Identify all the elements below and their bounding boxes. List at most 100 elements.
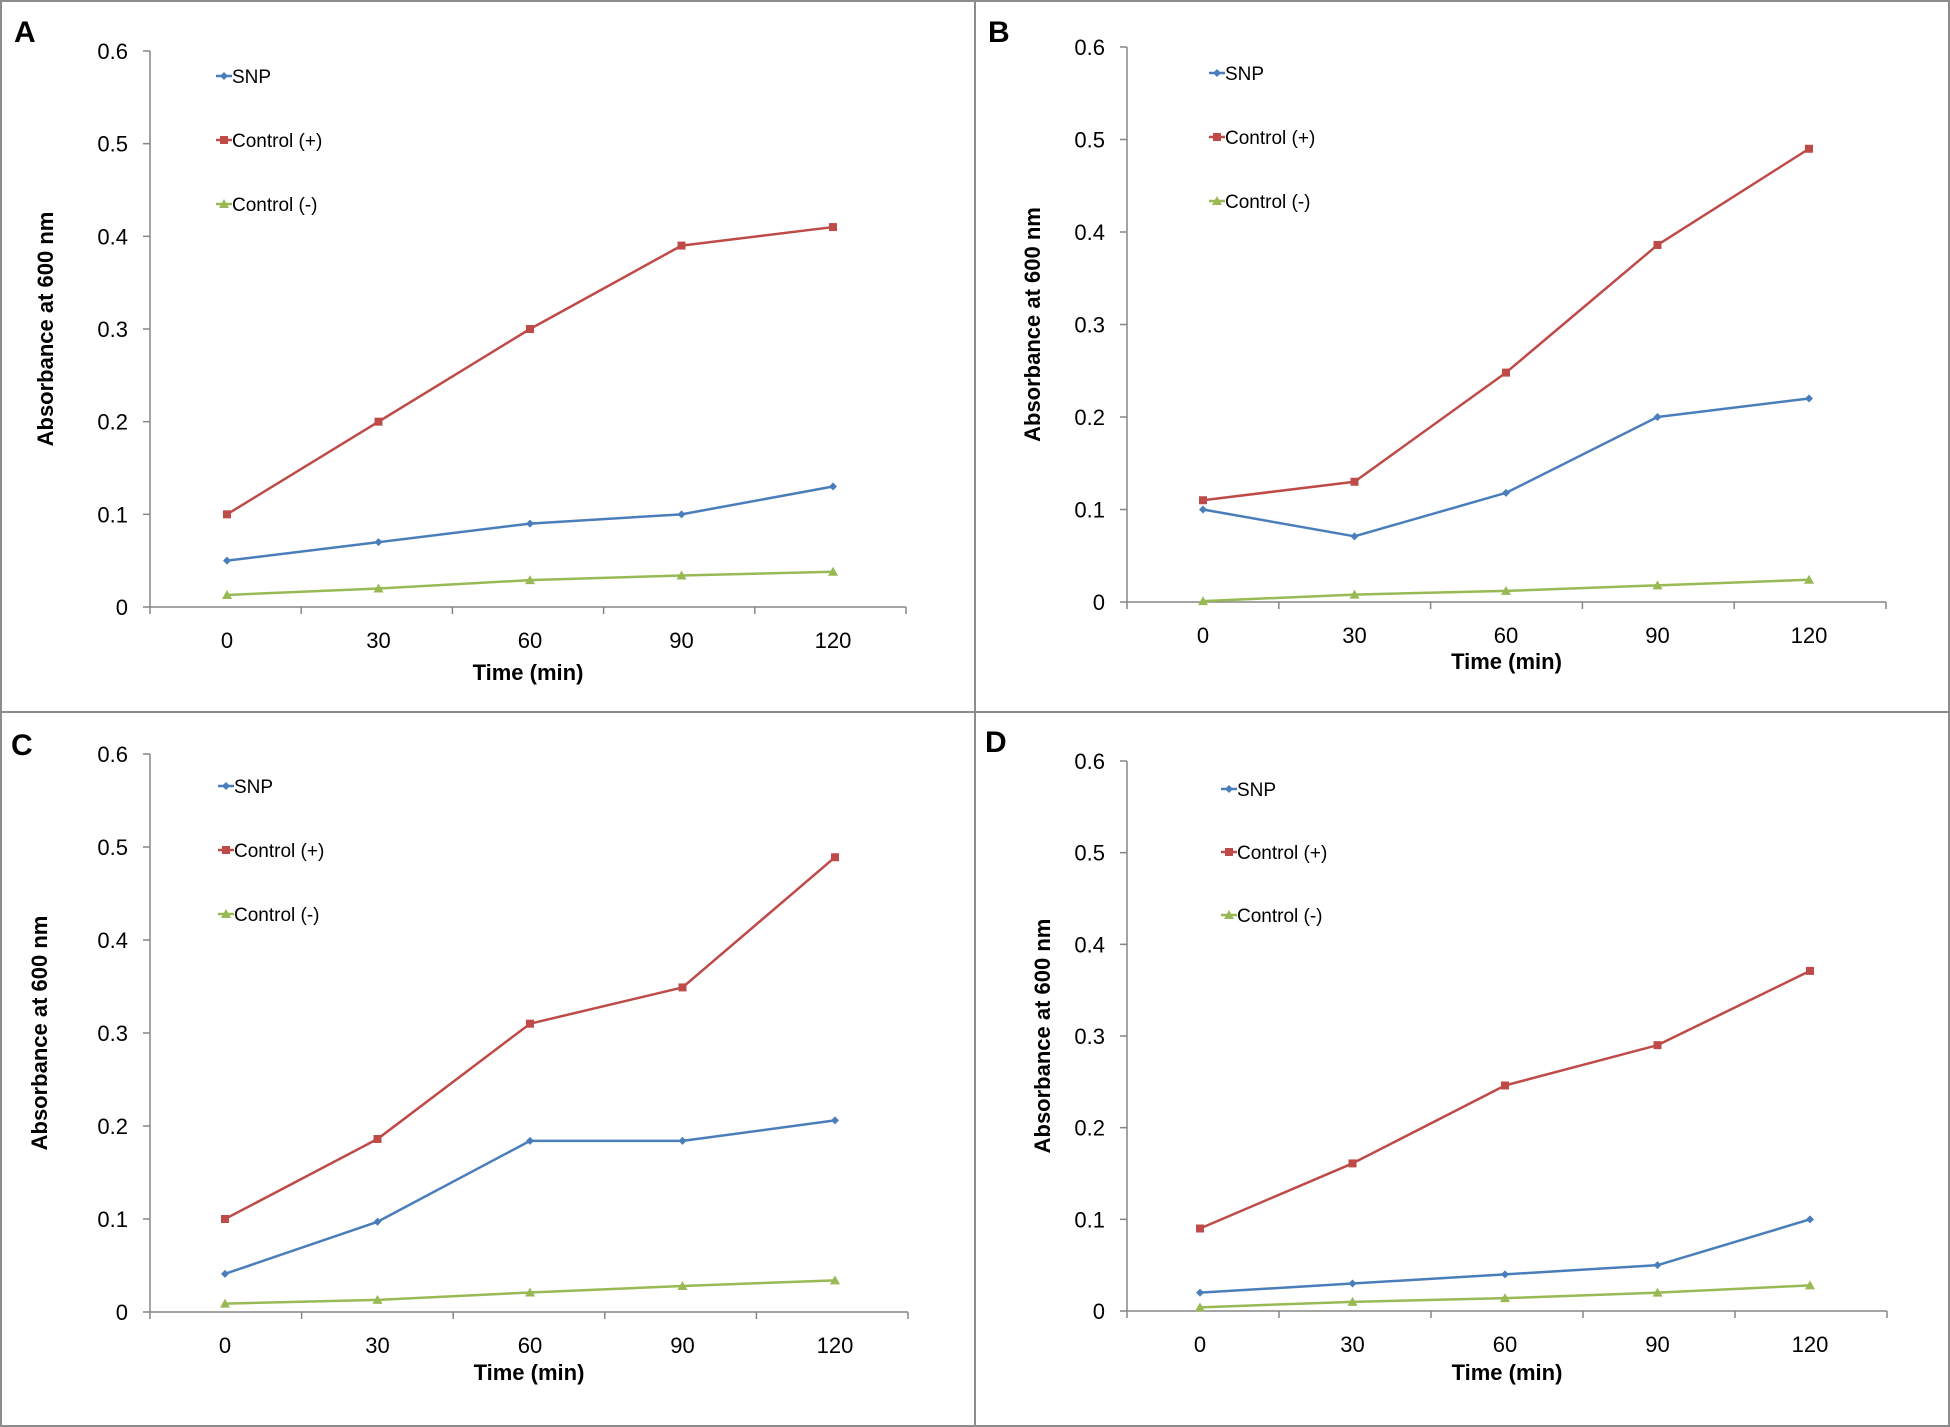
panel-d-series-1-point xyxy=(1348,1159,1357,1168)
panel-a-letter: A xyxy=(14,16,36,49)
panel-a-y-tick-label: 0.4 xyxy=(97,224,128,249)
panel-a-y-tick-label: 0.3 xyxy=(97,317,128,342)
panel-a-y-tick-label: 0.1 xyxy=(97,502,128,527)
panel-d-series-2-point xyxy=(1195,1302,1205,1312)
panel-d-y-tick-label: 0.2 xyxy=(1074,1116,1105,1141)
panel-d-x-tick-label: 120 xyxy=(1792,1332,1829,1357)
panel-c-y-tick-label: 0.3 xyxy=(97,1021,128,1046)
panel-b-y-tick-label: 0.4 xyxy=(1074,220,1105,245)
panel-b-series-0-line xyxy=(1202,397,1810,538)
panel-d-series-1-line xyxy=(1199,969,1811,1230)
panel-c-series-0-point xyxy=(678,1136,687,1145)
panel-a-series-2-point xyxy=(525,575,535,585)
panel-c-x-axis-title: Time (min) xyxy=(474,1360,585,1385)
panel-b-series-1-point xyxy=(1502,368,1510,377)
panel-d-series-1-point xyxy=(1501,1081,1509,1090)
panel-d-series-0-point xyxy=(1501,1270,1509,1279)
panel-a-series-0-point xyxy=(829,482,837,491)
panel-a-series-1-point xyxy=(677,241,686,250)
panel-a-series-0-point xyxy=(526,519,534,528)
panel-d-y-tick-label: 0 xyxy=(1093,1299,1105,1324)
panel-d-x-axis-title: Time (min) xyxy=(1452,1360,1563,1385)
panel-c-legend-2-swatch-marker xyxy=(221,909,231,918)
panel-a-series-2-point xyxy=(828,566,838,576)
panel-a-series-1-point xyxy=(374,417,383,426)
panel-b-series-0-point xyxy=(1199,505,1207,514)
panel-c-legend-0-swatch-marker xyxy=(222,782,230,790)
panel-c-series-2-point xyxy=(830,1275,840,1285)
panel-b-x-tick-label: 120 xyxy=(1791,623,1828,648)
panel-b-frame xyxy=(974,0,1950,713)
panel-d-series-0-point xyxy=(1196,1288,1204,1297)
panel-a-y-axis-title: Absorbance at 600 nm xyxy=(33,212,58,447)
panel-b-series-2-point xyxy=(1804,574,1814,584)
panel-b-y-tick-label: 0.6 xyxy=(1074,35,1105,60)
panel-a-y-tick-label: 0.5 xyxy=(97,132,128,157)
panel-b-series-0-point xyxy=(1502,488,1510,497)
panel-d-series-2-point xyxy=(1652,1287,1663,1297)
panel-c-series-0-point xyxy=(526,1136,534,1145)
panel-c-series-0-point xyxy=(221,1269,229,1278)
panel-c-series-1-point xyxy=(831,853,839,862)
panel-c-series-1-point xyxy=(373,1135,382,1144)
panel-d-legend-0-swatch-marker xyxy=(1225,785,1233,793)
panel-b-series-2-point xyxy=(1501,585,1511,595)
panel-d-series-0-point xyxy=(1653,1261,1662,1270)
panel-b-series-0-point xyxy=(1805,394,1813,403)
panel-b-series-0-point xyxy=(1350,532,1359,541)
panel-d-series-2-point xyxy=(1805,1280,1815,1290)
panel-d-frame xyxy=(974,711,1950,1427)
panel-d-series-1-point xyxy=(1806,966,1814,975)
panel-b-legend-2-swatch-marker xyxy=(1212,196,1222,205)
panel-b-series-1-point xyxy=(1805,144,1813,153)
panel-d-letter: D xyxy=(985,726,1007,759)
panel-d-x-tick-label: 60 xyxy=(1493,1332,1517,1357)
panel-a-series-2-point xyxy=(373,583,384,593)
panel-d-x-tick-label: 30 xyxy=(1340,1332,1364,1357)
panel-a-legend-0-swatch-marker xyxy=(220,72,228,80)
panel-c-series-2-point xyxy=(677,1280,688,1290)
panel-c-x-tick-label: 90 xyxy=(670,1333,694,1358)
panel-c-y-tick-label: 0.4 xyxy=(97,928,128,953)
panel-b-legend-1-swatch-marker xyxy=(1213,133,1221,141)
panel-d-y-tick-label: 0.4 xyxy=(1074,932,1105,957)
panel-b-legend-0-label: SNP xyxy=(1225,64,1264,85)
panel-b-series-2-point xyxy=(1198,596,1208,606)
panel-b-y-tick-label: 0.2 xyxy=(1074,405,1105,430)
panel-a-y-tick-label: 0 xyxy=(116,595,128,620)
panel-b-series-0-point xyxy=(1653,413,1662,421)
panel-b-x-tick-label: 60 xyxy=(1494,623,1518,648)
panel-b-x-tick-label: 0 xyxy=(1197,623,1209,648)
panel-a-y-tick-label: 0.2 xyxy=(97,410,128,435)
panel-c-y-tick-label: 0.2 xyxy=(97,1114,128,1139)
panel-a-legend-1-label: Control (+) xyxy=(232,131,322,152)
panel-d-legend-1-label: Control (+) xyxy=(1237,843,1327,864)
panel-a-series-0-point xyxy=(223,556,231,565)
panel-d-y-tick-label: 0.3 xyxy=(1074,1024,1105,1049)
panel-c-series-0-point xyxy=(831,1116,839,1125)
panel-a-x-tick-label: 90 xyxy=(669,628,693,653)
panel-a-legend-1-swatch-marker xyxy=(220,136,228,144)
panel-a-series-1-point xyxy=(829,223,837,232)
panel-d-series-1-point xyxy=(1653,1041,1662,1050)
panel-c-legend-0-label: SNP xyxy=(234,777,273,798)
panel-b-y-tick-label: 0.5 xyxy=(1074,128,1105,153)
panel-a-x-tick-label: 60 xyxy=(518,628,542,653)
panel-a-series-2-point xyxy=(222,589,232,599)
panel-d-series-0-line xyxy=(1199,1218,1811,1294)
panel-b-y-tick-label: 0.3 xyxy=(1074,313,1105,338)
panel-c-x-tick-label: 30 xyxy=(365,1333,389,1358)
panel-b-y-axis-title: Absorbance at 600 nm xyxy=(1020,207,1045,442)
panel-c-series-1-point xyxy=(221,1215,229,1223)
panel-a-legend-2-label: Control (-) xyxy=(232,195,318,216)
panel-c-legend-1-swatch-marker xyxy=(222,846,230,854)
panel-c-x-tick-label: 0 xyxy=(219,1333,231,1358)
panel-c-series-2-point xyxy=(372,1294,383,1304)
panel-d-legend-2-label: Control (-) xyxy=(1237,906,1323,927)
panel-c-x-tick-label: 120 xyxy=(817,1333,854,1358)
panel-b-x-axis-title: Time (min) xyxy=(1451,649,1562,674)
panel-d-series-2-point xyxy=(1347,1296,1358,1306)
panel-c-legend-1-label: Control (+) xyxy=(234,841,324,862)
panel-c-y-axis-title: Absorbance at 600 nm xyxy=(27,916,52,1151)
panel-b-x-tick-label: 30 xyxy=(1342,623,1366,648)
